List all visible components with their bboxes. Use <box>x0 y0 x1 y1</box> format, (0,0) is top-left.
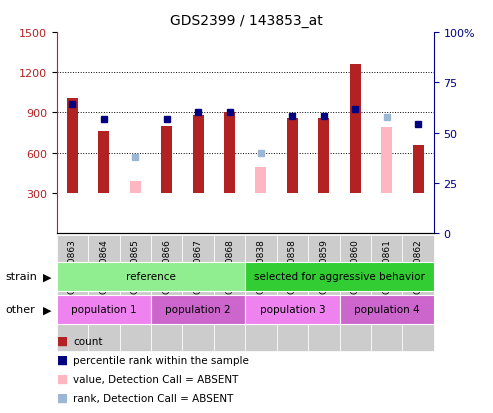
Text: population 3: population 3 <box>260 305 325 315</box>
Bar <box>151 235 182 351</box>
Text: ■: ■ <box>57 391 68 404</box>
Bar <box>255 168 267 193</box>
Bar <box>287 119 298 193</box>
Bar <box>151 295 245 324</box>
Bar <box>98 132 109 193</box>
Text: selected for aggressive behavior: selected for aggressive behavior <box>254 272 425 282</box>
Bar <box>57 295 151 324</box>
Bar <box>57 262 245 291</box>
Text: reference: reference <box>126 272 176 282</box>
Text: ■: ■ <box>57 334 68 347</box>
Bar <box>381 128 392 193</box>
Bar <box>245 235 277 351</box>
Bar <box>182 235 214 351</box>
Text: GDS2399 / 143853_at: GDS2399 / 143853_at <box>170 14 323 28</box>
Bar <box>130 181 141 193</box>
Text: population 1: population 1 <box>71 305 137 315</box>
Text: ▶: ▶ <box>42 305 51 315</box>
Bar <box>318 119 329 193</box>
Text: ■: ■ <box>57 372 68 385</box>
Bar <box>350 65 361 193</box>
Text: ■: ■ <box>57 353 68 366</box>
Bar <box>224 113 235 193</box>
Text: strain: strain <box>5 272 37 282</box>
Bar <box>340 295 434 324</box>
Bar <box>67 98 78 193</box>
Text: other: other <box>5 305 35 315</box>
Bar <box>57 235 88 351</box>
Text: population 4: population 4 <box>354 305 420 315</box>
Bar <box>308 235 340 351</box>
Text: count: count <box>73 336 103 346</box>
Bar <box>214 235 246 351</box>
Bar <box>88 235 119 351</box>
Bar <box>413 145 423 193</box>
Bar <box>119 235 151 351</box>
Bar <box>193 116 204 193</box>
Bar <box>245 262 434 291</box>
Bar <box>277 235 308 351</box>
Bar <box>340 235 371 351</box>
Bar <box>161 126 172 193</box>
Bar <box>371 235 402 351</box>
Text: population 2: population 2 <box>165 305 231 315</box>
Text: value, Detection Call = ABSENT: value, Detection Call = ABSENT <box>73 374 238 384</box>
Bar <box>245 295 340 324</box>
Text: ▶: ▶ <box>42 272 51 282</box>
Text: percentile rank within the sample: percentile rank within the sample <box>73 355 249 365</box>
Bar <box>402 235 434 351</box>
Text: rank, Detection Call = ABSENT: rank, Detection Call = ABSENT <box>73 393 233 403</box>
